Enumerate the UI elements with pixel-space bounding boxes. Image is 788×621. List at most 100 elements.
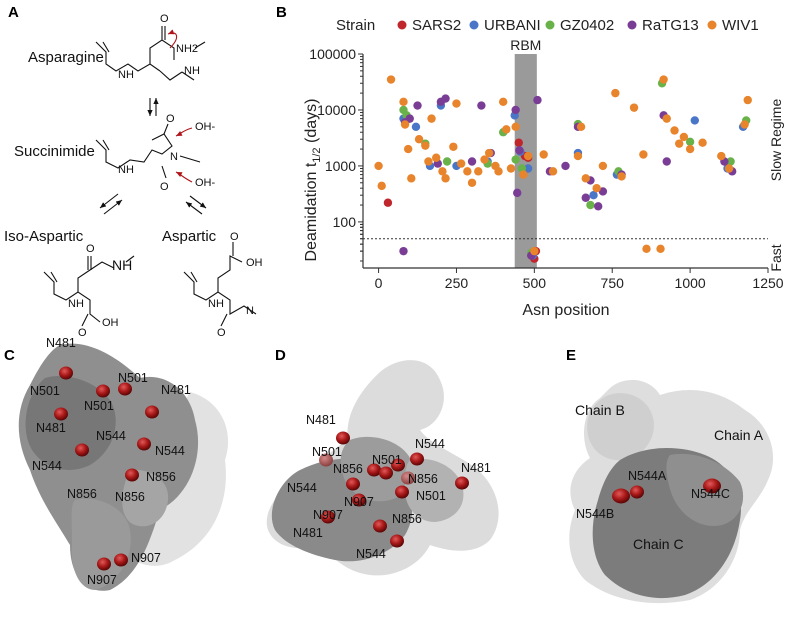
data-point	[513, 188, 522, 198]
site-label: N481	[293, 526, 323, 540]
data-point	[523, 164, 533, 173]
data-point	[514, 138, 523, 147]
chain-a-label: Chain A	[714, 427, 764, 443]
data-point	[724, 164, 734, 173]
data-point	[576, 122, 586, 132]
data-point	[467, 157, 477, 166]
data-point	[586, 200, 595, 210]
data-point	[442, 157, 452, 166]
site-label: N481	[161, 383, 191, 397]
data-point	[399, 246, 408, 256]
residue-sphere	[455, 476, 469, 490]
residue-sphere	[118, 382, 132, 396]
aspartic-label: Aspartic	[162, 228, 217, 245]
legend-item-sars2: SARS2	[412, 17, 461, 34]
data-point	[467, 178, 477, 187]
data-point	[511, 105, 520, 115]
data-point	[679, 132, 689, 142]
legend-item-urbani: URBANI	[484, 17, 541, 34]
data-point	[662, 157, 671, 166]
site-label: N501	[416, 489, 446, 503]
site-label: N907	[313, 508, 343, 522]
series-wiv1	[374, 75, 752, 256]
svg-text:NH: NH	[118, 69, 134, 81]
data-point	[639, 150, 648, 159]
legend-marker	[707, 20, 717, 30]
data-point	[480, 155, 489, 164]
site-label: N481	[46, 336, 76, 350]
site-label: N544	[32, 459, 62, 473]
equilibrium-arrow-left	[99, 193, 123, 215]
chain-b-label: Chain B	[575, 402, 625, 418]
site-label: N501	[30, 384, 60, 398]
asparagine-backbone	[95, 41, 161, 72]
svg-text:OH: OH	[246, 257, 263, 269]
svg-text:OH-: OH-	[195, 177, 216, 189]
residue-sphere	[379, 466, 393, 480]
data-point	[581, 174, 590, 183]
succinimide-structure: O N O NH OH- OH-	[95, 113, 216, 193]
data-point	[405, 114, 414, 123]
fast-regime-label: Fast	[768, 244, 784, 271]
x-axis-title: Asn position	[522, 302, 609, 319]
legend-marker	[627, 20, 637, 30]
site-label: N856	[115, 490, 145, 504]
data-point	[474, 167, 483, 176]
site-label: N544	[155, 444, 185, 458]
data-point	[449, 142, 458, 151]
data-point	[403, 144, 413, 154]
y-tick-label: 10000	[317, 102, 356, 118]
data-point	[519, 170, 528, 179]
svg-text:N: N	[246, 305, 254, 317]
panel-e-residues	[612, 478, 721, 504]
data-point	[377, 181, 386, 191]
svg-text:NH: NH	[184, 65, 200, 77]
series-urbani	[399, 101, 748, 260]
svg-text:NH: NH	[112, 257, 132, 273]
panel-e-label: E	[566, 347, 576, 364]
svg-text:N: N	[170, 151, 178, 163]
panel-a-label: A	[8, 4, 19, 21]
data-point	[374, 161, 383, 171]
data-point	[424, 157, 433, 166]
panel-d-label: D	[275, 347, 286, 364]
asparagine-label: Asparagine	[28, 49, 104, 66]
svg-text:O: O	[160, 13, 169, 25]
site-label: N907	[344, 495, 374, 509]
panel-c: C N481 N501 N501 N501 N481 N481 N544 N544 N544 N8…	[4, 336, 229, 591]
svg-text:OH-: OH-	[195, 121, 216, 133]
panel-a: A O NH2 NH NH Asparagine	[4, 4, 263, 339]
data-point	[656, 244, 665, 254]
residue-sphere	[75, 443, 89, 457]
data-point	[573, 151, 583, 161]
data-point	[539, 150, 548, 159]
data-point	[589, 190, 598, 200]
residue-sphere	[410, 452, 424, 466]
data-point	[530, 246, 539, 256]
site-label: N544	[96, 429, 126, 443]
y-tick-label: 100	[333, 214, 357, 230]
data-point	[533, 95, 542, 105]
asparagine-sidechain	[149, 39, 175, 64]
x-tick-label: 0	[375, 275, 383, 291]
data-point	[432, 153, 441, 162]
scatter-plot: RBM 100 1000 10000 100000 0 250 500 750 1000 1250 S…	[309, 37, 784, 291]
residue-sphere	[336, 431, 350, 445]
svg-text:O: O	[160, 181, 169, 193]
panel-b: B Strain SARS2 URBANI GZ0402 RaTG13 WIV1 RBM…	[276, 4, 784, 319]
residue-sphere	[114, 553, 128, 567]
iso-aspartic-structure: O NH NH O OH	[43, 243, 135, 339]
residue-sphere	[137, 437, 151, 451]
iso-aspartic-label: Iso-Aspartic	[4, 228, 84, 245]
site-label: N481	[461, 461, 491, 475]
site-label-n544a: N544A	[628, 469, 667, 483]
data-point	[441, 174, 450, 183]
site-label-n544c: N544C	[691, 487, 730, 501]
data-point	[598, 161, 608, 171]
data-point	[548, 167, 558, 176]
equilibrium-arrow-right	[185, 195, 207, 215]
data-point	[662, 114, 671, 123]
residue-sphere	[59, 366, 73, 380]
y-axis-title: Deamidation t1/2 (days)	[303, 99, 323, 262]
